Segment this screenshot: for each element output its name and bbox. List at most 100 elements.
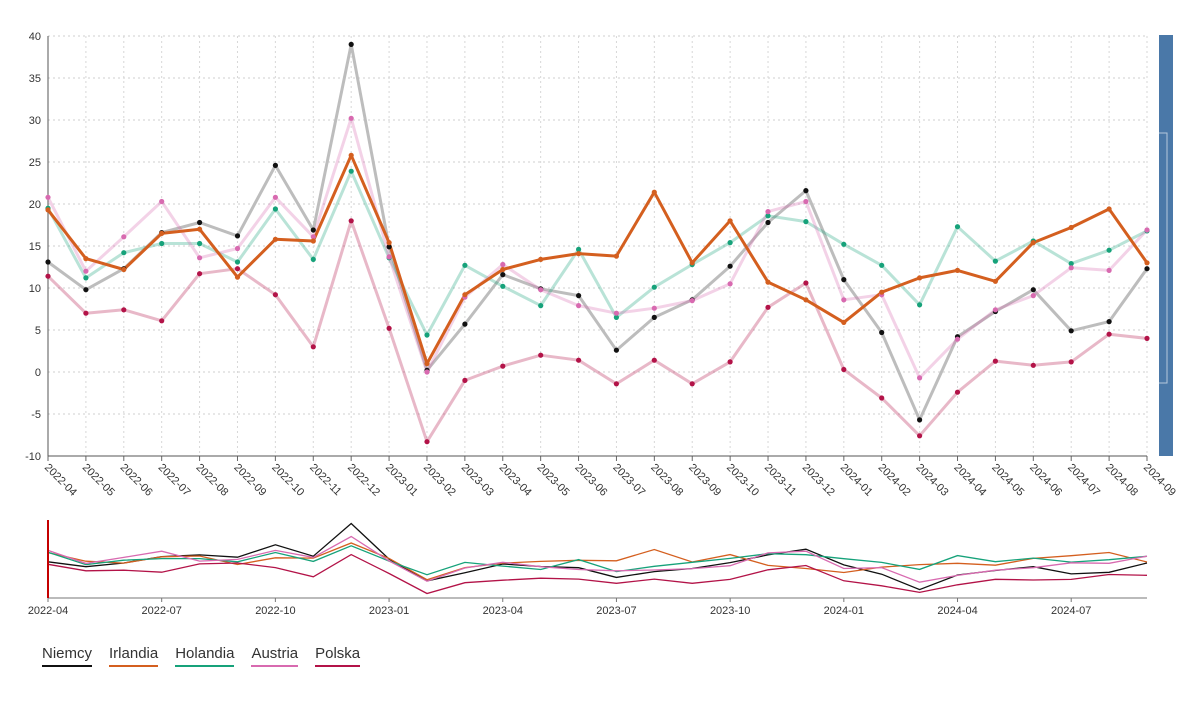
data-point-polska[interactable] (386, 325, 392, 331)
data-point-austria[interactable] (1030, 293, 1036, 299)
main-series-points[interactable] (45, 41, 1150, 445)
data-point-holandia[interactable] (121, 250, 127, 256)
data-point-austria[interactable] (841, 297, 847, 303)
data-point-polska[interactable] (45, 273, 51, 279)
data-point-polska[interactable] (879, 395, 885, 401)
data-point-polska[interactable] (576, 357, 582, 363)
data-point-irlandia[interactable] (310, 238, 316, 244)
data-point-austria[interactable] (121, 234, 127, 240)
data-point-holandia[interactable] (159, 240, 165, 247)
data-point-irlandia[interactable] (424, 361, 430, 367)
data-point-austria[interactable] (310, 234, 316, 240)
data-point-niemcy[interactable] (1144, 266, 1150, 272)
data-point-austria[interactable] (424, 369, 430, 375)
data-point-polska[interactable] (803, 280, 809, 286)
data-point-polska[interactable] (613, 381, 620, 387)
data-point-austria[interactable] (348, 115, 354, 121)
data-point-niemcy[interactable] (83, 287, 89, 293)
data-point-irlandia[interactable] (613, 253, 620, 259)
navigator[interactable]: 2022-04 2022-07 2022-10 2023-01 2023-04 2023-… (28, 520, 1148, 617)
data-point-polska[interactable] (424, 439, 430, 445)
data-point-austria[interactable] (197, 255, 203, 261)
scrollbar-thumb[interactable] (1159, 35, 1173, 456)
data-point-irlandia[interactable] (803, 297, 809, 303)
data-point-polska[interactable] (992, 358, 999, 364)
data-point-holandia[interactable] (765, 213, 771, 219)
legend-item-niemcy[interactable]: Niemcy (42, 645, 93, 667)
data-point-austria[interactable] (538, 287, 544, 293)
data-point-irlandia[interactable] (45, 207, 51, 213)
data-point-irlandia[interactable] (83, 256, 89, 262)
data-point-polska[interactable] (954, 389, 961, 395)
data-point-austria[interactable] (992, 307, 999, 313)
data-point-polska[interactable] (1144, 335, 1150, 341)
main-series-lines[interactable] (46, 42, 1149, 444)
data-point-niemcy[interactable] (197, 219, 203, 226)
data-point-irlandia[interactable] (765, 279, 771, 285)
data-point-irlandia[interactable] (500, 266, 506, 273)
data-point-holandia[interactable] (462, 262, 468, 268)
data-point-holandia[interactable] (841, 241, 847, 247)
data-point-austria[interactable] (803, 198, 809, 205)
data-point-austria[interactable] (917, 375, 923, 381)
data-point-polska[interactable] (727, 359, 733, 365)
data-point-austria[interactable] (727, 281, 733, 287)
data-point-niemcy[interactable] (803, 188, 809, 194)
data-point-irlandia[interactable] (1144, 260, 1150, 266)
data-point-irlandia[interactable] (727, 218, 733, 224)
data-point-niemcy[interactable] (576, 293, 582, 299)
data-point-holandia[interactable] (310, 256, 316, 262)
data-point-austria[interactable] (613, 310, 620, 316)
data-point-polska[interactable] (651, 357, 657, 363)
legend-item-polska[interactable]: Polska (315, 645, 361, 667)
data-point-austria[interactable] (272, 194, 278, 200)
data-point-holandia[interactable] (651, 284, 657, 290)
data-point-irlandia[interactable] (917, 275, 923, 281)
data-point-polska[interactable] (1068, 359, 1074, 365)
data-point-polska[interactable] (234, 266, 241, 272)
data-point-holandia[interactable] (879, 262, 885, 268)
data-point-irlandia[interactable] (197, 226, 203, 232)
data-point-austria[interactable] (159, 198, 165, 205)
data-point-holandia[interactable] (500, 283, 506, 289)
data-point-niemcy[interactable] (272, 162, 278, 168)
data-point-niemcy[interactable] (348, 41, 354, 48)
data-point-polska[interactable] (310, 344, 316, 350)
data-point-holandia[interactable] (576, 246, 582, 252)
data-point-irlandia[interactable] (159, 230, 165, 236)
data-point-austria[interactable] (83, 268, 89, 274)
data-point-irlandia[interactable] (348, 152, 354, 158)
data-point-irlandia[interactable] (841, 319, 847, 325)
data-point-niemcy[interactable] (841, 277, 847, 283)
data-point-polska[interactable] (689, 381, 695, 387)
data-point-irlandia[interactable] (576, 251, 582, 257)
data-point-polska[interactable] (272, 292, 278, 298)
data-point-holandia[interactable] (992, 258, 999, 264)
data-point-irlandia[interactable] (538, 256, 544, 262)
data-point-niemcy[interactable] (462, 321, 468, 327)
data-point-polska[interactable] (765, 304, 771, 310)
data-point-austria[interactable] (576, 303, 582, 309)
data-point-irlandia[interactable] (879, 289, 885, 295)
data-point-austria[interactable] (1106, 267, 1112, 273)
data-point-austria[interactable] (1144, 227, 1150, 233)
data-point-holandia[interactable] (538, 303, 544, 309)
data-point-austria[interactable] (500, 261, 506, 268)
data-point-holandia[interactable] (727, 240, 733, 246)
data-point-holandia[interactable] (197, 240, 203, 247)
data-point-irlandia[interactable] (462, 292, 468, 298)
data-point-niemcy[interactable] (765, 219, 771, 226)
data-point-niemcy[interactable] (879, 329, 885, 336)
data-point-irlandia[interactable] (1106, 206, 1112, 212)
data-point-polska[interactable] (500, 363, 506, 369)
data-point-polska[interactable] (1106, 331, 1112, 337)
data-point-austria[interactable] (954, 336, 961, 342)
data-point-niemcy[interactable] (310, 227, 316, 233)
legend-item-holandia[interactable]: Holandia (175, 645, 235, 667)
data-point-irlandia[interactable] (954, 267, 961, 273)
data-point-niemcy[interactable] (1030, 287, 1036, 293)
data-point-niemcy[interactable] (1068, 328, 1074, 334)
series-line-niemcy[interactable] (47, 42, 1149, 422)
data-point-niemcy[interactable] (727, 263, 733, 269)
data-point-niemcy[interactable] (917, 417, 923, 423)
